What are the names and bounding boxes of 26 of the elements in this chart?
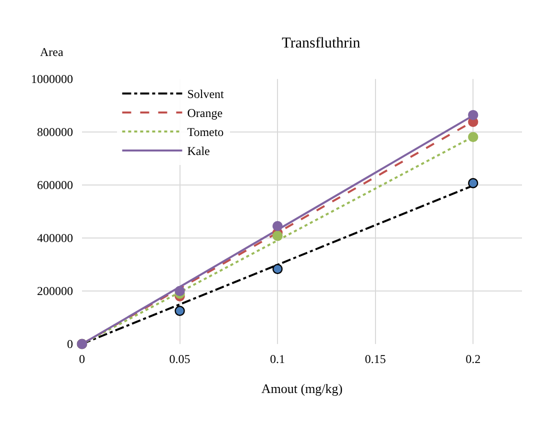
point	[272, 264, 283, 274]
legend-label: Orange	[187, 106, 223, 120]
x-tick-label: 0.05	[169, 352, 190, 366]
x-tick-label: 0.15	[364, 352, 386, 366]
y-tick-label: 0	[67, 337, 73, 352]
x-tick-label: 0.2	[466, 352, 481, 366]
chart-title: Transfluthrin	[282, 35, 361, 52]
x-axis-title: Amout (mg/kg)	[261, 381, 343, 396]
y-tick-label: 800000	[37, 125, 73, 140]
point	[468, 132, 478, 142]
y-tick-label: 200000	[37, 284, 73, 298]
point	[468, 110, 478, 120]
point	[174, 286, 185, 296]
y-tick-label: 1000000	[31, 72, 73, 86]
x-tick-label: 0.1	[270, 352, 286, 366]
legend-label: Tometo	[187, 125, 224, 140]
point	[272, 230, 283, 241]
legend-label: Solvent	[187, 87, 225, 102]
y-tick-label: 600000	[37, 178, 73, 192]
y-axis-title: Area	[40, 45, 64, 59]
y-tick-label: 400000	[37, 231, 73, 246]
x-tick-label: 0	[79, 352, 85, 366]
point	[174, 306, 185, 316]
point	[272, 220, 283, 232]
point	[468, 178, 478, 188]
legend-label: Kale	[187, 144, 210, 158]
